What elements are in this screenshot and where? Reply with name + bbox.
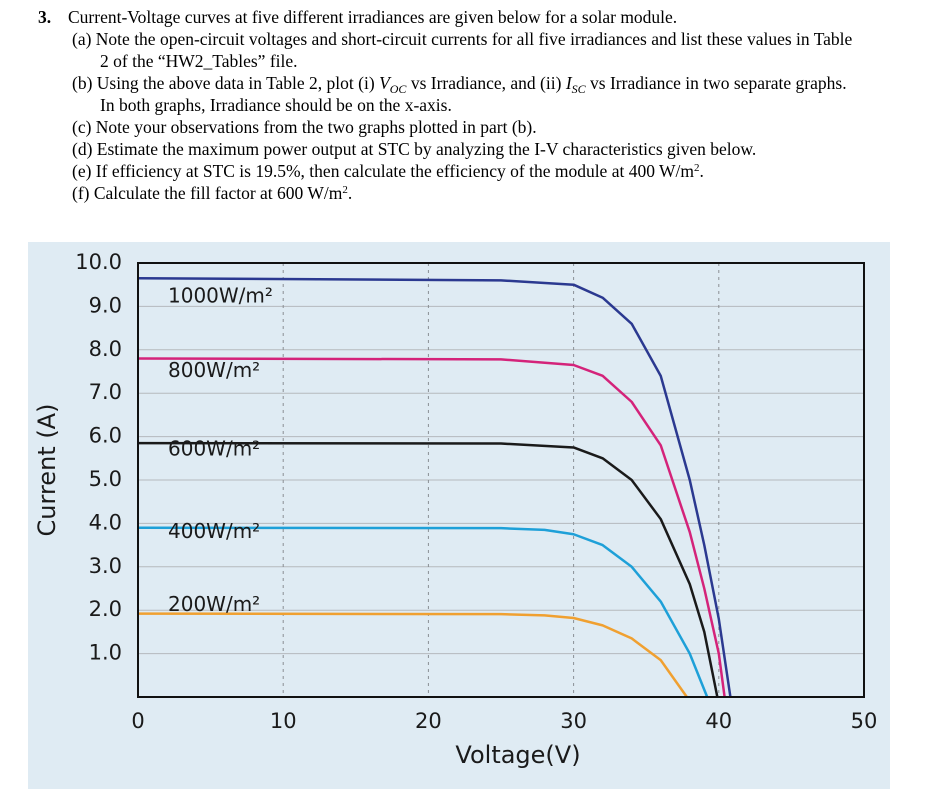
item: (a) Note the open-circuit voltages and s…	[72, 28, 862, 72]
item-text: vs Irradiance, and (ii)	[406, 73, 566, 93]
y-tick-label: 1.0	[89, 641, 122, 665]
x-tick-label: 30	[560, 709, 587, 733]
iv-curve	[137, 612, 688, 698]
plot-frame	[137, 262, 865, 698]
item: (e) If efficiency at STC is 19.5%, then …	[72, 160, 862, 182]
y-tick-label: 6.0	[89, 424, 122, 448]
iv-curve	[137, 441, 719, 698]
curve-label: 200W/m²	[168, 592, 260, 616]
item-text: (a) Note the open-circuit voltages and s…	[72, 29, 853, 71]
y-tick-label: 7.0	[89, 380, 122, 404]
item: (d) Estimate the maximum power output at…	[72, 138, 862, 160]
chart-panel	[28, 242, 890, 789]
question-number: 3.	[38, 7, 52, 27]
x-tick-label: 40	[705, 709, 732, 733]
item: (c) Note your observations from the two …	[72, 116, 862, 138]
subscript: OC	[389, 82, 407, 96]
question-items: (a) Note the open-circuit voltages and s…	[72, 28, 862, 204]
symbol: I	[565, 73, 572, 93]
x-axis-title: Voltage(V)	[455, 741, 580, 769]
symbol: V	[379, 73, 390, 93]
iv-curve	[137, 526, 709, 698]
curve-label: 400W/m²	[168, 519, 260, 543]
item-text: (c) Note your observations from the two …	[72, 117, 537, 137]
item: (b) Using the above data in Table 2, plo…	[72, 72, 862, 116]
item-text: .	[347, 183, 353, 203]
x-tick-label: 20	[415, 709, 442, 733]
iv-curve	[137, 357, 726, 698]
y-tick-label: 2.0	[89, 597, 122, 621]
item-text: (f) Calculate the fill factor at 600 W/m	[72, 183, 343, 203]
item-text: vs Irradiance in two separate graphs. In…	[100, 73, 847, 115]
curve-label: 800W/m²	[168, 358, 260, 382]
item-text: (d) Estimate the maximum power output at…	[72, 139, 757, 159]
y-tick-label: 5.0	[89, 467, 122, 491]
question-intro: Current-Voltage curves at five different…	[68, 7, 678, 27]
curve-label: 600W/m²	[168, 437, 260, 461]
item-text: (b) Using the above data in Table 2, plo…	[72, 73, 380, 93]
iv-curve	[137, 276, 732, 698]
item: (f) Calculate the fill factor at 600 W/m…	[72, 182, 862, 204]
x-tick-label: 50	[851, 709, 878, 733]
x-tick-label: 10	[270, 709, 297, 733]
y-tick-label: 3.0	[89, 554, 122, 578]
item-text: .	[699, 161, 704, 181]
curve-label: 1000W/m²	[168, 284, 273, 308]
y-tick-label: 9.0	[89, 293, 122, 317]
superscript: 2	[694, 162, 700, 174]
y-tick-label: 8.0	[89, 337, 122, 361]
y-tick-label: 10.0	[75, 250, 122, 274]
y-tick-label: 4.0	[89, 510, 122, 534]
x-tick-label: 0	[131, 709, 144, 733]
superscript: 2	[342, 184, 348, 196]
y-axis-title: Current (A)	[33, 404, 61, 537]
subscript: SC	[571, 82, 586, 96]
item-text: (e) If efficiency at STC is 19.5%, then …	[72, 161, 695, 181]
